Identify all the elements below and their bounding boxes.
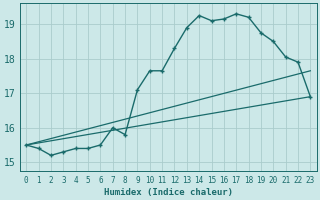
X-axis label: Humidex (Indice chaleur): Humidex (Indice chaleur): [104, 188, 233, 197]
